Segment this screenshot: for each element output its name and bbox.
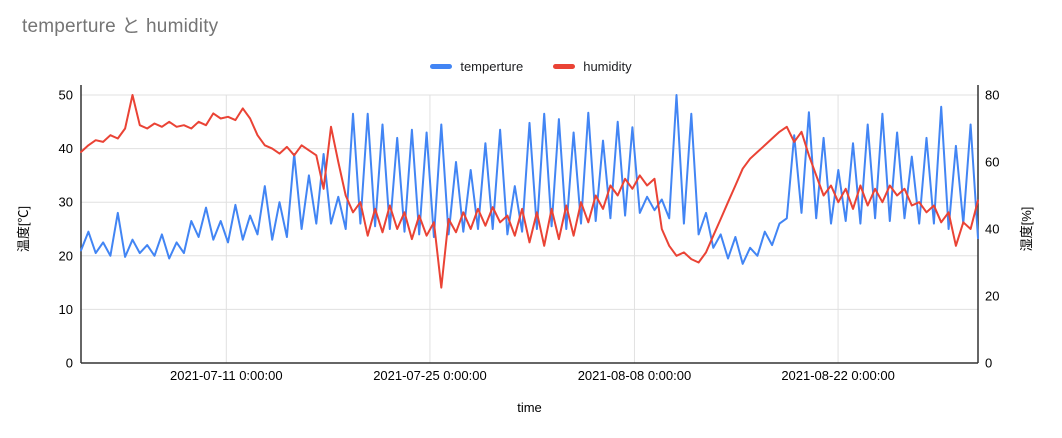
legend-item-temperture[interactable]: temperture	[430, 59, 523, 74]
y-right-tick-label: 0	[985, 356, 992, 371]
x-tick-label: 2021-08-08 0:00:00	[578, 368, 691, 383]
y-left-axis-title: 温度[℃]	[16, 206, 31, 252]
legend-label-humidity: humidity	[583, 59, 632, 74]
x-tick-label: 2021-07-25 0:00:00	[373, 368, 486, 383]
y-left-tick-label: 30	[59, 195, 73, 210]
y-left-tick-label: 20	[59, 248, 73, 263]
legend: temperture humidity	[0, 59, 1062, 74]
legend-label-temperture: temperture	[460, 59, 524, 74]
y-right-tick-label: 80	[985, 88, 999, 103]
x-tick-label: 2021-08-22 0:00:00	[781, 368, 894, 383]
series-line-temperture[interactable]	[80, 94, 979, 265]
legend-swatch-humidity-icon	[553, 64, 576, 69]
legend-item-humidity[interactable]: humidity	[553, 59, 632, 74]
y-right-axis-title: 湿度[%]	[1019, 207, 1034, 252]
y-left-tick-label: 40	[59, 141, 73, 156]
legend-swatch-temperture-icon	[430, 64, 453, 69]
chart-title: temperture と humidity	[22, 16, 219, 37]
y-left-tick-label: 50	[59, 88, 73, 103]
y-left-tick-label: 0	[66, 356, 73, 371]
series-line-humidity[interactable]	[80, 94, 979, 289]
x-axis-title: time	[517, 400, 542, 415]
x-tick-label: 2021-07-11 0:00:00	[170, 368, 283, 383]
y-right-tick-label: 60	[985, 155, 999, 170]
y-right-tick-label: 20	[985, 289, 999, 304]
y-right-tick-label: 40	[985, 222, 999, 237]
y-left-tick-label: 10	[59, 302, 73, 317]
